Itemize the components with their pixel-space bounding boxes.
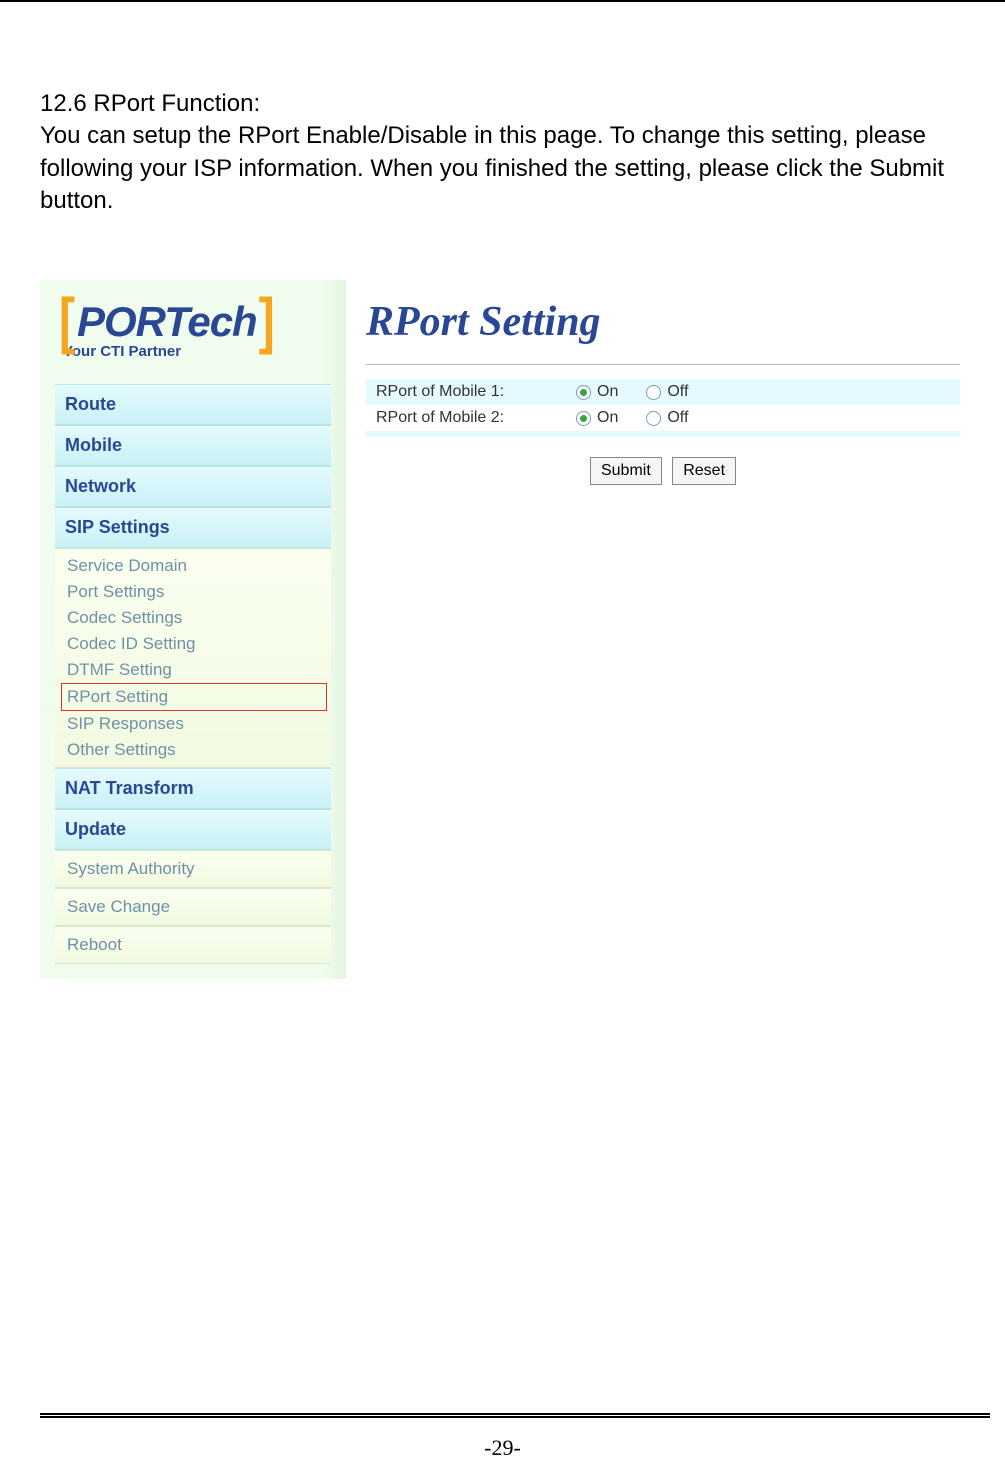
doc-body: You can setup the RPort Enable/Disable i… <box>40 120 985 217</box>
sidebar: [PORTech] Your CTI Partner Route Mobile … <box>40 280 346 979</box>
sidebar-item-route[interactable]: Route <box>55 384 331 425</box>
doc-text-block: 12.6 RPort Function: You can setup the R… <box>40 88 985 218</box>
content-title: RPort Setting <box>366 298 960 346</box>
bracket-left-icon: [ <box>59 286 75 358</box>
radio-icon <box>576 385 591 400</box>
radio-mobile2-off[interactable]: Off <box>646 409 688 427</box>
page-number: -29- <box>0 1435 1005 1461</box>
form-row-spacer <box>366 431 960 437</box>
sidebar-sip-submenu: Service Domain Port Settings Codec Setti… <box>55 548 331 768</box>
radio-icon <box>646 411 661 426</box>
sidebar-menu: Route Mobile Network SIP Settings Servic… <box>55 384 331 964</box>
sidebar-sub-port-settings[interactable]: Port Settings <box>55 579 331 605</box>
radio-mobile2-on[interactable]: On <box>576 409 618 427</box>
radio-mobile1-off[interactable]: Off <box>646 383 688 401</box>
label-mobile2: RPort of Mobile 2: <box>376 409 576 427</box>
page-bottom-rule <box>40 1413 990 1418</box>
sidebar-item-network[interactable]: Network <box>55 466 331 507</box>
sidebar-item-save-change[interactable]: Save Change <box>55 888 331 926</box>
radio-icon <box>576 411 591 426</box>
radio-mobile1-on[interactable]: On <box>576 383 618 401</box>
radio-group-mobile1: On Off <box>576 383 688 401</box>
sidebar-sub-service-domain[interactable]: Service Domain <box>55 553 331 579</box>
radio-label-off: Off <box>667 383 688 401</box>
logo: [PORTech] Your CTI Partner <box>55 290 331 378</box>
content-panel: RPort Setting RPort of Mobile 1: On Off … <box>346 280 960 485</box>
sidebar-sub-codec-id-setting[interactable]: Codec ID Setting <box>55 631 331 657</box>
radio-label-on: On <box>597 383 618 401</box>
submit-button[interactable]: Submit <box>590 457 662 485</box>
reset-button[interactable]: Reset <box>672 457 736 485</box>
sidebar-sub-rport-setting[interactable]: RPort Setting <box>61 683 327 711</box>
logo-top-row: [PORTech] <box>59 294 331 349</box>
sidebar-sub-other-settings[interactable]: Other Settings <box>55 737 331 763</box>
form-row-mobile1: RPort of Mobile 1: On Off <box>366 379 960 405</box>
bracket-right-icon: ] <box>259 286 275 358</box>
sidebar-item-mobile[interactable]: Mobile <box>55 425 331 466</box>
sidebar-item-sip-settings[interactable]: SIP Settings <box>55 507 331 548</box>
sidebar-item-system-authority[interactable]: System Authority <box>55 850 331 888</box>
button-row: Submit Reset <box>366 457 960 485</box>
radio-group-mobile2: On Off <box>576 409 688 427</box>
doc-heading: 12.6 RPort Function: <box>40 88 985 120</box>
page-top-rule <box>0 0 1005 2</box>
sidebar-item-nat-transform[interactable]: NAT Transform <box>55 768 331 809</box>
radio-label-off: Off <box>667 409 688 427</box>
form-row-mobile2: RPort of Mobile 2: On Off <box>366 405 960 431</box>
divider-line <box>366 364 960 365</box>
radio-label-on: On <box>597 409 618 427</box>
label-mobile1: RPort of Mobile 1: <box>376 383 576 401</box>
logo-brand-text: PORTech <box>75 298 259 346</box>
form-rows: RPort of Mobile 1: On Off RPort of Mobil… <box>366 379 960 437</box>
radio-icon <box>646 385 661 400</box>
sidebar-sub-codec-settings[interactable]: Codec Settings <box>55 605 331 631</box>
screenshot-region: [PORTech] Your CTI Partner Route Mobile … <box>40 280 960 979</box>
sidebar-item-update[interactable]: Update <box>55 809 331 850</box>
sidebar-sub-dtmf-setting[interactable]: DTMF Setting <box>55 657 331 683</box>
sidebar-sub-sip-responses[interactable]: SIP Responses <box>55 711 331 737</box>
sidebar-item-reboot[interactable]: Reboot <box>55 926 331 964</box>
